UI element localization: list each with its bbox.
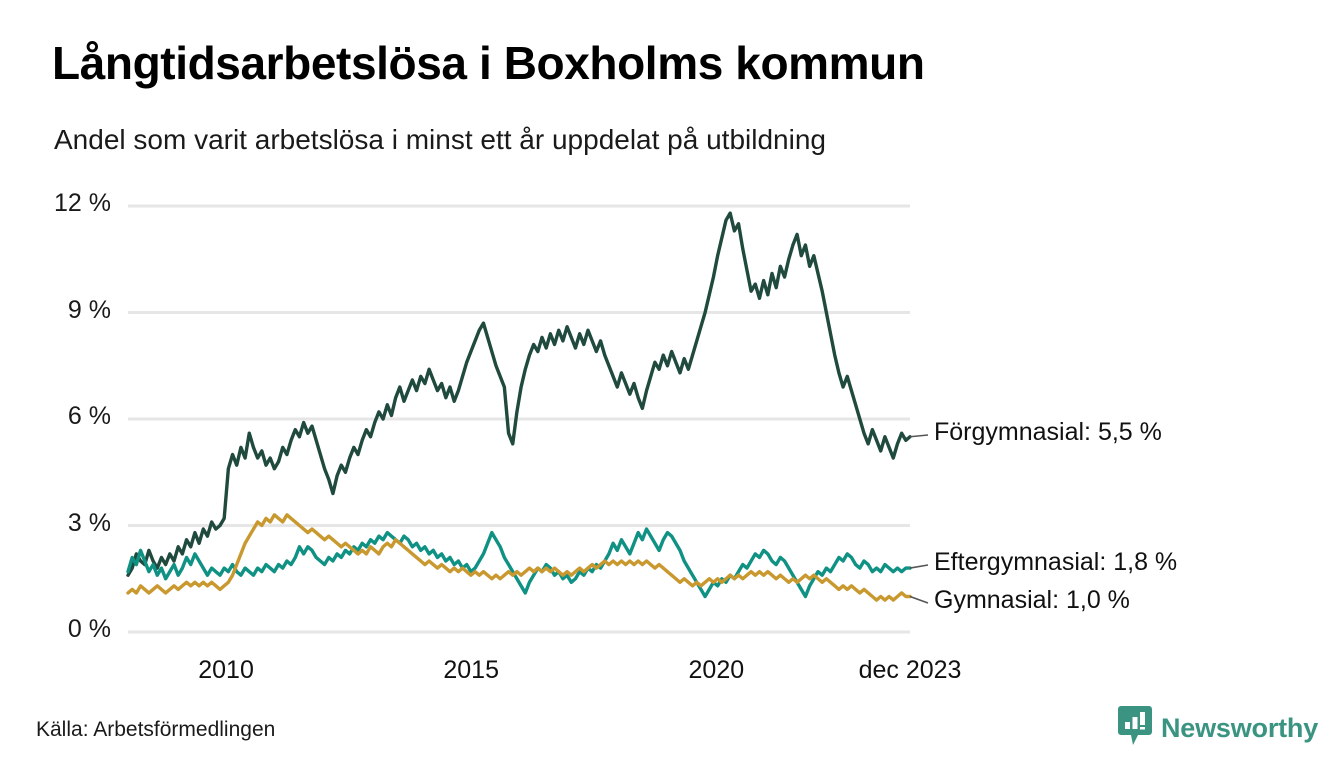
series-end-label: Förgymnasial: 5,5 % [934, 418, 1162, 446]
label-connector [909, 564, 929, 569]
newsworthy-logo[interactable]: Newsworthy [1118, 706, 1318, 751]
label-connector [909, 595, 929, 604]
y-axis-tick-label: 12 % [54, 189, 111, 217]
x-axis-tick-label: dec 2023 [858, 656, 962, 684]
series-connector-dashes [909, 434, 929, 604]
source-note: Källa: Arbetsförmedlingen [36, 718, 276, 741]
series-end-label: Gymnasial: 1,0 % [934, 586, 1130, 614]
chart-subtitle: Andel som varit arbetslösa i minst ett å… [54, 124, 826, 155]
y-axis-tick-label: 9 % [67, 295, 111, 324]
x-axis-tick-label: 2020 [688, 656, 745, 684]
label-connector [909, 434, 929, 438]
series-end-label: Eftergymnasial: 1,8 % [934, 548, 1178, 576]
series-line [126, 527, 912, 599]
y-axis-tick-label: 0 % [67, 615, 111, 643]
x-axis-tick-label: 2015 [443, 656, 499, 684]
y-axis-tick-label: 6 % [67, 402, 111, 430]
bar-chart-speech-bubble-icon [1118, 706, 1152, 751]
gridlines [128, 204, 910, 634]
series-paths [126, 211, 912, 602]
series-line [126, 513, 912, 602]
page-title: Långtidsarbetslösa i Boxholms kommun [52, 37, 925, 89]
y-axis-tick-label: 3 % [67, 508, 111, 537]
x-axis-tick-label: 2010 [198, 656, 254, 684]
logo-wordmark: Newsworthy [1161, 713, 1319, 743]
series-line [126, 211, 912, 577]
